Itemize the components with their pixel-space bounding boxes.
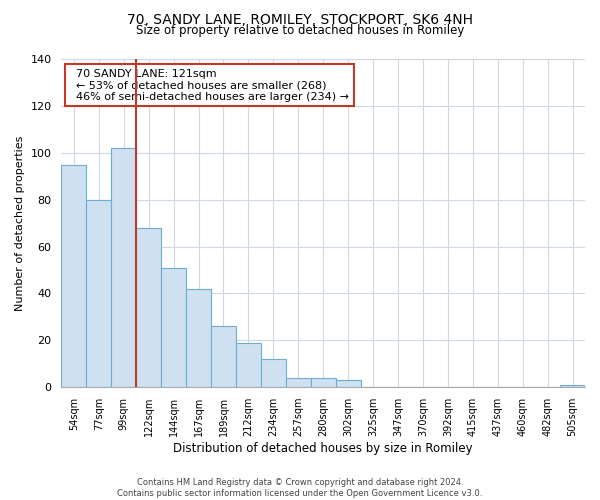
Text: 70 SANDY LANE: 121sqm
  ← 53% of detached houses are smaller (268)
  46% of semi: 70 SANDY LANE: 121sqm ← 53% of detached … bbox=[69, 69, 349, 102]
X-axis label: Distribution of detached houses by size in Romiley: Distribution of detached houses by size … bbox=[173, 442, 473, 455]
Bar bbox=[286, 378, 311, 387]
Bar bbox=[335, 380, 361, 387]
Text: Contains HM Land Registry data © Crown copyright and database right 2024.
Contai: Contains HM Land Registry data © Crown c… bbox=[118, 478, 482, 498]
Bar bbox=[261, 359, 286, 387]
Bar bbox=[61, 164, 86, 387]
Bar bbox=[211, 326, 236, 387]
Bar bbox=[111, 148, 136, 387]
Bar bbox=[186, 289, 211, 387]
Text: 70, SANDY LANE, ROMILEY, STOCKPORT, SK6 4NH: 70, SANDY LANE, ROMILEY, STOCKPORT, SK6 … bbox=[127, 12, 473, 26]
Text: Size of property relative to detached houses in Romiley: Size of property relative to detached ho… bbox=[136, 24, 464, 37]
Bar bbox=[311, 378, 335, 387]
Bar bbox=[136, 228, 161, 387]
Bar bbox=[161, 268, 186, 387]
Y-axis label: Number of detached properties: Number of detached properties bbox=[15, 136, 25, 311]
Bar bbox=[560, 385, 585, 387]
Bar bbox=[236, 342, 261, 387]
Bar bbox=[86, 200, 111, 387]
